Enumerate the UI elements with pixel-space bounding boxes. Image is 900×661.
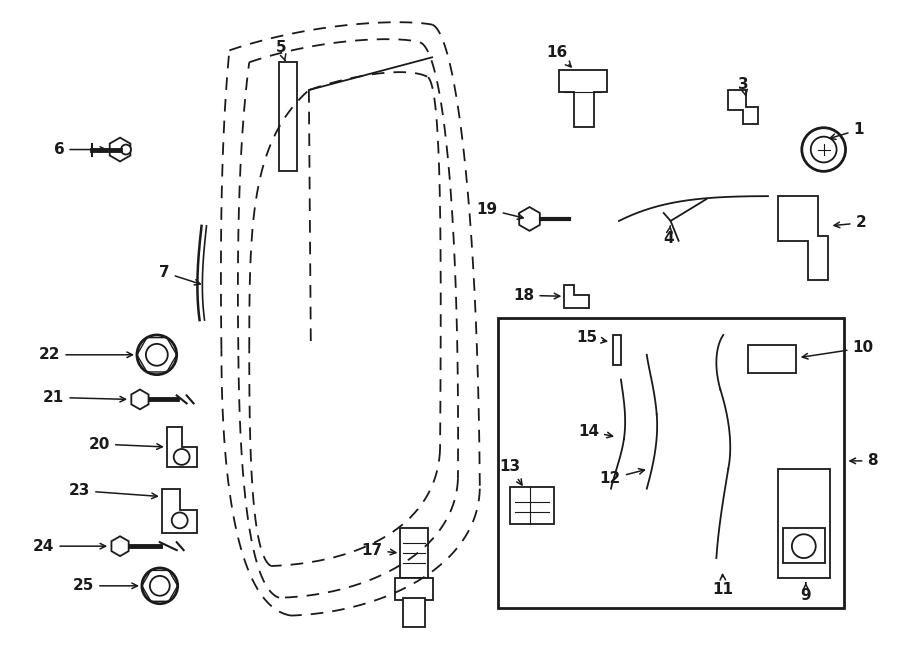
Bar	[748, 345, 796, 373]
Polygon shape	[778, 196, 828, 280]
Circle shape	[150, 576, 170, 596]
Text: 5: 5	[275, 40, 286, 61]
Bar	[403, 598, 425, 627]
Polygon shape	[564, 286, 590, 308]
Text: 25: 25	[73, 578, 138, 594]
Text: 21: 21	[43, 390, 125, 405]
Polygon shape	[112, 536, 129, 556]
Text: 12: 12	[599, 469, 644, 486]
Polygon shape	[110, 137, 130, 161]
Polygon shape	[519, 207, 540, 231]
Circle shape	[121, 145, 131, 155]
Circle shape	[174, 449, 190, 465]
Bar	[279, 62, 297, 171]
Text: 10: 10	[802, 340, 874, 359]
Circle shape	[146, 344, 167, 366]
Circle shape	[792, 534, 815, 558]
Polygon shape	[162, 488, 196, 533]
Circle shape	[811, 137, 837, 163]
Text: 18: 18	[513, 288, 560, 303]
Bar	[509, 486, 554, 524]
Text: 2: 2	[834, 215, 866, 231]
Text: 11: 11	[713, 574, 734, 598]
Text: 22: 22	[39, 347, 132, 362]
Text: 13: 13	[500, 459, 522, 485]
Polygon shape	[728, 90, 758, 124]
Circle shape	[137, 335, 176, 375]
Text: 23: 23	[69, 483, 158, 498]
Polygon shape	[166, 427, 196, 467]
Text: 4: 4	[663, 226, 674, 247]
Circle shape	[802, 128, 845, 171]
Text: 24: 24	[33, 539, 105, 554]
Circle shape	[172, 512, 187, 528]
Text: 8: 8	[850, 453, 878, 469]
Circle shape	[142, 568, 177, 603]
Text: 3: 3	[738, 77, 749, 95]
Bar	[778, 469, 830, 578]
Text: 20: 20	[89, 436, 162, 451]
Polygon shape	[559, 70, 607, 127]
Text: 15: 15	[576, 330, 607, 346]
Text: 1: 1	[830, 122, 864, 139]
Bar	[613, 335, 621, 365]
Bar	[498, 318, 843, 607]
Text: 14: 14	[578, 424, 613, 439]
Bar	[400, 528, 428, 578]
Text: 7: 7	[159, 265, 201, 285]
Text: 9: 9	[800, 583, 811, 603]
Text: 17: 17	[361, 543, 396, 558]
Polygon shape	[131, 389, 149, 409]
Text: 6: 6	[54, 142, 105, 157]
Text: 16: 16	[546, 45, 572, 67]
Bar	[783, 528, 824, 563]
Bar	[395, 578, 433, 600]
Text: 19: 19	[477, 202, 523, 219]
